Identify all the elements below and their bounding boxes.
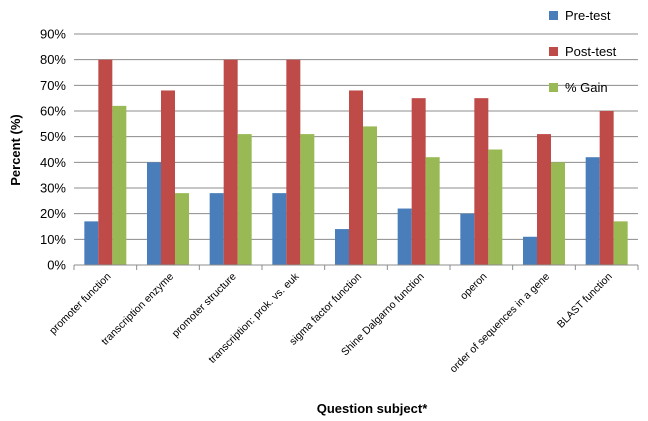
x-category-label: promoter structure [170, 271, 239, 340]
legend-swatch-gain [549, 83, 558, 92]
bar-gain [363, 126, 377, 266]
bar-post-test [286, 59, 301, 265]
x-category-label: order of sequences in a gene [447, 271, 552, 376]
bar-pre-test [397, 208, 412, 265]
x-category-label: promoter function [47, 271, 113, 337]
legend-label-pre-test: Pre-test [565, 8, 611, 23]
bar-gain [237, 134, 252, 265]
y-tick-label: 80% [40, 52, 66, 67]
bar-post-test [474, 98, 489, 266]
bar-gain [613, 221, 628, 265]
legend-label-post-test: Post-test [565, 44, 617, 59]
y-tick-label: 0% [47, 258, 66, 273]
y-tick-label: 10% [40, 232, 66, 247]
bar-gain [175, 193, 189, 265]
y-tick-label: 90% [40, 27, 66, 42]
bar-pre-test [523, 236, 537, 265]
bar-pre-test [460, 213, 475, 265]
y-tick-label: 60% [40, 104, 66, 119]
bar-gain [300, 134, 315, 265]
y-axis-title: Percent (%) [8, 114, 23, 186]
y-tick-label: 20% [40, 206, 66, 221]
bar-post-test [349, 90, 363, 265]
x-axis-title: Question subject* [317, 401, 428, 416]
bar-post-test [411, 98, 426, 266]
bar-pre-test [585, 157, 600, 265]
legend-swatch-post-test [549, 47, 558, 56]
legend-label-gain: % Gain [565, 80, 608, 95]
legend: Pre-test Post-test % Gain [549, 8, 617, 95]
bar-pre-test [84, 221, 99, 265]
bar-gain [488, 149, 503, 265]
x-category-label: BLAST function [555, 271, 615, 331]
bar-post-test [98, 59, 113, 265]
y-tick-label: 50% [40, 129, 66, 144]
bar-pre-test [335, 229, 349, 265]
bar-gain [112, 105, 127, 265]
y-tick-label: 30% [40, 181, 66, 196]
bar-gain [551, 162, 565, 265]
bar-pre-test [147, 162, 161, 265]
y-axis-ticks: 0% 10% 20% 30% 40% 50% 60% 70% 80% 90% [40, 27, 66, 273]
x-category-label: operon [458, 271, 490, 303]
bar-post-test [599, 111, 614, 265]
bar-post-test [537, 134, 551, 265]
legend-swatch-pre-test [549, 11, 558, 20]
bar-pre-test [209, 193, 224, 265]
bar-post-test [161, 90, 175, 265]
bar-gain [425, 157, 440, 265]
y-tick-label: 40% [40, 155, 66, 170]
bars [84, 59, 628, 266]
bar-pre-test [272, 193, 287, 265]
y-tick-label: 70% [40, 78, 66, 93]
x-category-label: transcription enzyme [99, 271, 176, 348]
bar-post-test [223, 59, 238, 265]
